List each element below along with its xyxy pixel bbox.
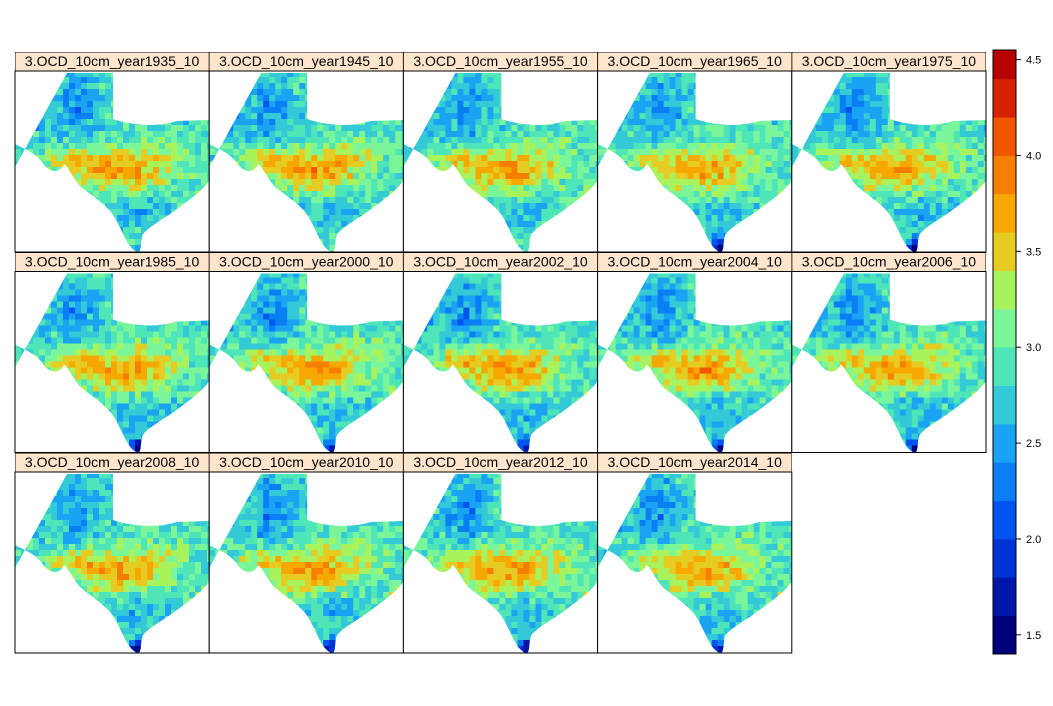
panel-strip — [403, 252, 598, 272]
panel-label: 3.OCD_10cm_year1935_10 — [25, 53, 200, 69]
colorbar-band — [993, 423, 1016, 463]
colorbar-band — [993, 193, 1016, 233]
map-panel-1945: 3.OCD_10cm_year1945_10 — [208, 52, 404, 253]
map-panel-1935: 3.OCD_10cm_year1935_10 — [14, 52, 210, 253]
map-panel-2014: 3.OCD_10cm_year2014_10 — [597, 453, 793, 654]
map-panel-2008: 3.OCD_10cm_year2008_10 — [14, 453, 210, 654]
colorbar-tick-label: 2.0 — [1026, 534, 1041, 546]
colorbar-tick-label: 4.0 — [1026, 150, 1041, 162]
colorbar-band — [993, 117, 1016, 156]
colorbar-band — [993, 232, 1016, 271]
panel-strip — [209, 252, 404, 272]
colorbar: 1.5 2.0 2.5 3.0 3.5 4.0 4.5 — [992, 49, 1041, 655]
colorbar-band — [993, 270, 1016, 310]
panel-label: 3.OCD_10cm_year1975_10 — [802, 53, 977, 69]
colorbar-band — [993, 538, 1016, 578]
panel-frame — [791, 271, 987, 453]
panel-label: 3.OCD_10cm_year1985_10 — [25, 254, 200, 270]
panel-strip — [15, 252, 210, 272]
panel-grid: 3.OCD_10cm_year1935_10 3.OCD_10cm_year194… — [14, 52, 987, 654]
colorbar-band — [993, 500, 1016, 540]
panel-strip — [597, 453, 792, 472]
map-panel-2004: 3.OCD_10cm_year2004_10 — [597, 252, 793, 453]
panel-strip — [209, 52, 404, 71]
colorbar-band — [993, 78, 1016, 118]
colorbar-band — [993, 615, 1016, 655]
map-panel-2006: 3.OCD_10cm_year2006_10 — [791, 252, 987, 453]
panel-strip — [15, 453, 210, 472]
map-panel-2002: 3.OCD_10cm_year2002_10 — [402, 252, 599, 453]
panel-label: 3.OCD_10cm_year2004_10 — [608, 254, 783, 270]
panel-strip — [15, 52, 210, 71]
panel-strip — [597, 52, 792, 71]
colorbar-band — [993, 308, 1016, 348]
colorbar-tick-label: 3.0 — [1026, 342, 1041, 354]
panel-strip — [209, 453, 404, 472]
map-panel-1985: 3.OCD_10cm_year1985_10 — [14, 252, 210, 453]
colorbar-band — [993, 155, 1016, 195]
panel-label: 3.OCD_10cm_year1965_10 — [608, 53, 783, 69]
panel-label: 3.OCD_10cm_year2008_10 — [25, 454, 200, 470]
panel-label: 3.OCD_10cm_year1945_10 — [219, 53, 394, 69]
map-panel-2000: 3.OCD_10cm_year2000_10 — [208, 252, 404, 453]
colorbar-band — [993, 50, 1016, 80]
colorbar-band — [993, 347, 1016, 386]
panel-label: 3.OCD_10cm_year2014_10 — [608, 454, 783, 470]
colorbar-band — [993, 385, 1016, 425]
panel-label: 3.OCD_10cm_year2010_10 — [219, 454, 394, 470]
colorbar-band — [993, 577, 1016, 617]
colorbar-tick-label: 4.5 — [1026, 55, 1041, 67]
map-panel-2010: 3.OCD_10cm_year2010_10 — [208, 453, 404, 654]
panel-strip — [403, 52, 598, 71]
panel-strip — [791, 252, 986, 272]
panel-frame — [597, 471, 793, 654]
colorbar-tick-label: 1.5 — [1026, 630, 1041, 642]
map-panel-2012: 3.OCD_10cm_year2012_10 — [402, 453, 599, 654]
panel-label: 3.OCD_10cm_year2006_10 — [802, 254, 977, 270]
panel-strip — [403, 453, 598, 472]
panel-frame — [791, 70, 987, 253]
map-panel-1955: 3.OCD_10cm_year1955_10 — [402, 52, 599, 253]
colorbar-frame — [992, 49, 1017, 655]
panel-strip — [597, 252, 792, 272]
map-panel-1975: 3.OCD_10cm_year1975_10 — [791, 52, 987, 253]
panel-label: 3.OCD_10cm_year2002_10 — [413, 254, 588, 270]
colorbar-tick-label: 2.5 — [1026, 438, 1041, 450]
colorbar-tick-label: 3.5 — [1026, 246, 1041, 258]
panel-label: 3.OCD_10cm_year2000_10 — [219, 254, 394, 270]
colorbar-band — [993, 462, 1016, 502]
panel-strip — [791, 52, 986, 71]
panel-label: 3.OCD_10cm_year2012_10 — [413, 454, 588, 470]
panel-label: 3.OCD_10cm_year1955_10 — [413, 53, 588, 69]
map-panel-1965: 3.OCD_10cm_year1965_10 — [597, 52, 793, 253]
